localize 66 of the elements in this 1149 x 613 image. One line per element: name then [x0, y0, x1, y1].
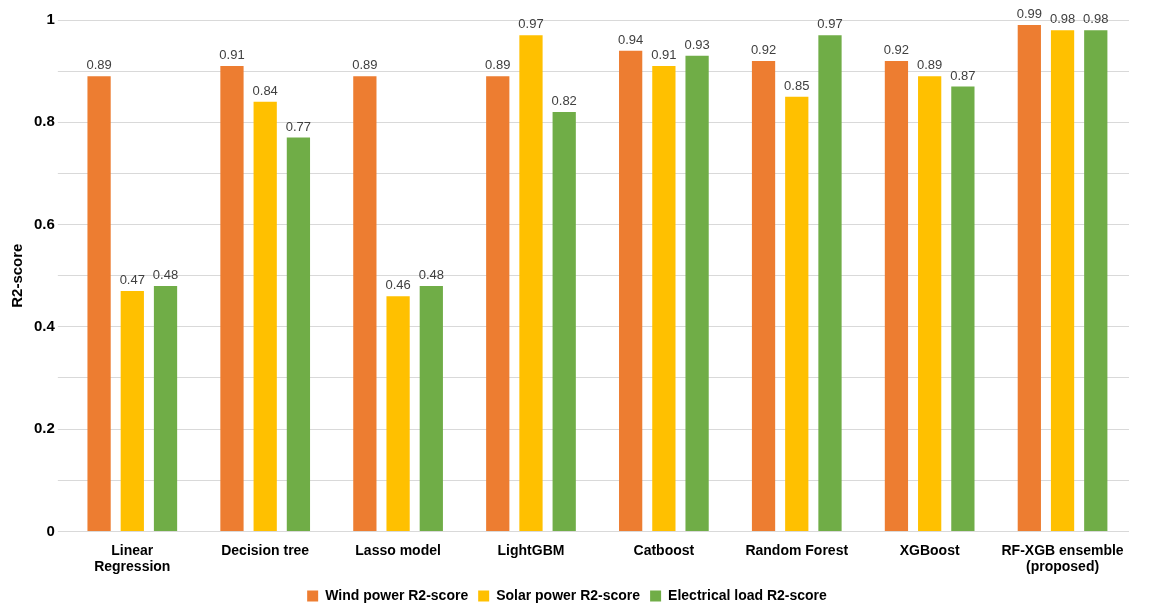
bar: [519, 35, 543, 531]
data-label: 0.77: [285, 118, 312, 134]
bar: [818, 35, 842, 531]
y-tick-label: 0.6: [33, 214, 55, 232]
x-tick-label: Lasso model: [355, 541, 441, 558]
data-label: 0.99: [1016, 6, 1042, 22]
data-label: 0.98: [1049, 11, 1076, 27]
bar: [253, 101, 277, 531]
bar: [419, 285, 443, 531]
bar: [1084, 30, 1108, 531]
bar: [1050, 30, 1075, 531]
data-label: 0.82: [551, 93, 577, 109]
bar: [153, 285, 178, 531]
y-tick-label: 0: [46, 521, 55, 539]
bar: [652, 66, 676, 531]
bar: [1017, 25, 1041, 531]
x-tick-label: LightGBM: [497, 541, 565, 558]
data-label: 0.87: [950, 67, 976, 83]
data-label: 0.46: [385, 277, 411, 293]
bar: [120, 291, 144, 531]
data-label: 0.97: [817, 16, 843, 32]
bar: [951, 86, 975, 531]
data-label: 0.97: [518, 16, 544, 32]
bar: [918, 76, 942, 531]
x-tick-label: Decision tree: [221, 541, 310, 558]
bar: [87, 76, 111, 531]
data-label: 0.85: [784, 77, 810, 93]
data-label: 0.48: [152, 267, 179, 283]
data-label: 0.89: [352, 57, 378, 73]
bar: [353, 76, 377, 531]
y-tick-label: 1: [46, 10, 55, 28]
y-axis-title: R2-score: [8, 243, 26, 308]
bar: [486, 76, 510, 531]
data-label: 0.84: [252, 82, 278, 98]
data-label: 0.91: [219, 47, 245, 63]
legend-label: Wind power R2-score: [325, 586, 469, 603]
bar: [884, 60, 909, 531]
data-label: 0.89: [485, 57, 511, 73]
data-label: 0.47: [119, 272, 145, 288]
data-label: 0.94: [617, 31, 644, 47]
data-label: 0.92: [883, 41, 910, 57]
bar: [552, 112, 576, 531]
data-label: 0.91: [651, 47, 677, 63]
y-tick-label: 0.8: [33, 112, 55, 130]
data-label: 0.48: [418, 267, 444, 283]
bar: [220, 66, 244, 531]
legend-label: Electrical load R2-score: [668, 586, 828, 603]
x-tick-label: Catboost: [633, 541, 695, 558]
y-tick-label: 0.2: [33, 419, 55, 437]
data-label: 0.98: [1083, 11, 1109, 27]
x-tick-label: RF-XGB ensemble (proposed): [1001, 541, 1124, 575]
data-label: 0.89: [917, 57, 943, 73]
x-tick-label: Linear Regression: [94, 541, 171, 575]
bar: [685, 55, 709, 531]
bar: [785, 96, 809, 531]
data-label: 0.93: [684, 36, 710, 52]
data-label: 0.92: [750, 41, 777, 57]
data-label: 0.89: [86, 57, 112, 73]
x-tick-label: XGBoost: [899, 541, 960, 558]
y-tick-label: 0.4: [33, 316, 56, 334]
bar: [751, 60, 776, 531]
x-tick-label: Random Forest: [745, 541, 849, 558]
bar: [619, 50, 643, 531]
bar: [286, 137, 311, 531]
legend-label: Solar power R2-score: [496, 586, 641, 603]
bar: [386, 296, 410, 531]
